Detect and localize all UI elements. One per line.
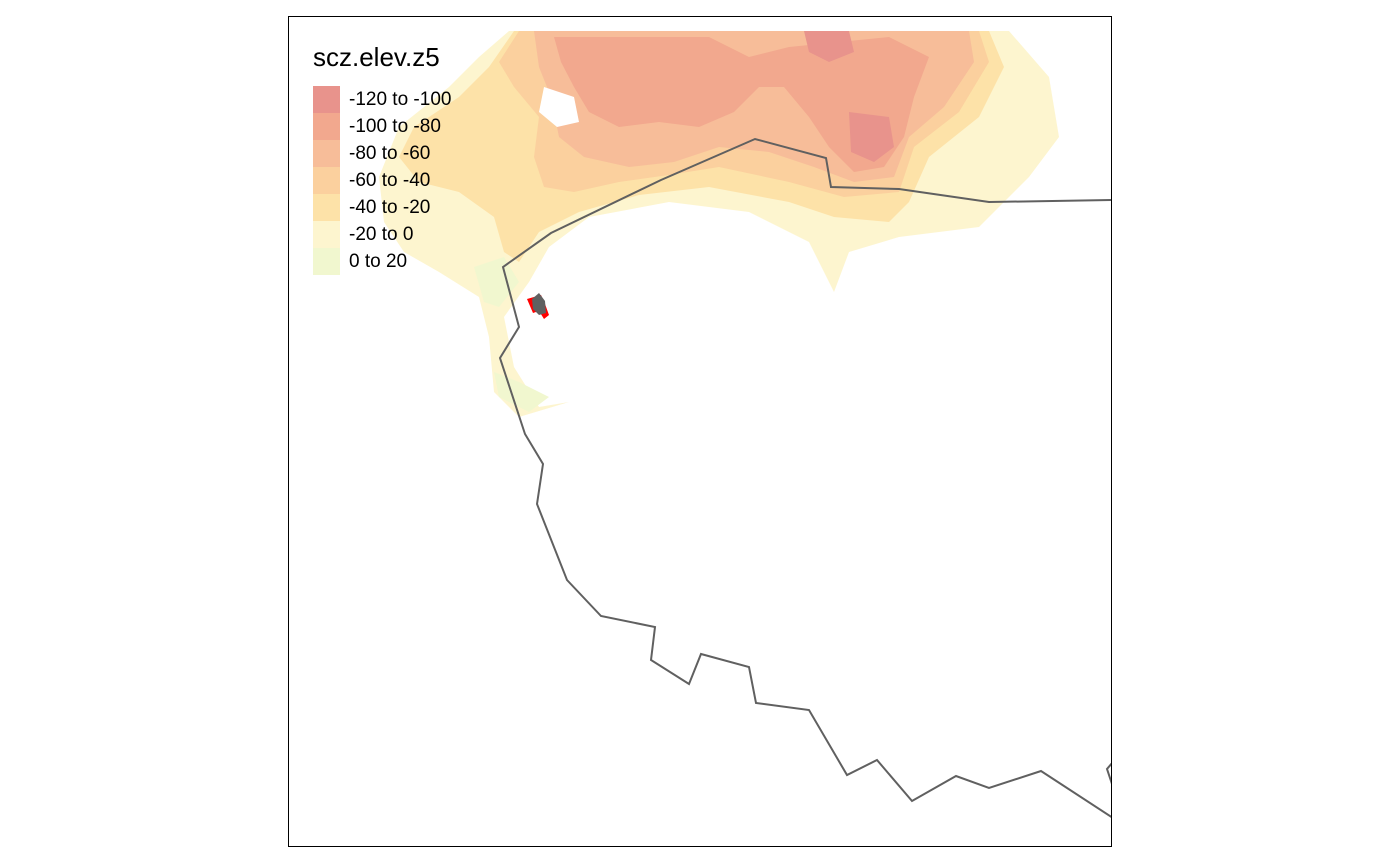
legend-item: -100 to -80 [313, 113, 451, 140]
legend-label: 0 to 20 [349, 251, 408, 272]
legend-label: -20 to 0 [349, 224, 414, 245]
legend-item: -20 to 0 [313, 221, 451, 248]
legend-label: -60 to -40 [349, 170, 431, 191]
elevation-gap [539, 87, 579, 127]
city-feature [527, 293, 549, 319]
legend-label: -120 to -100 [349, 89, 452, 110]
legend-swatch [313, 113, 340, 140]
legend-label: -80 to -60 [349, 143, 431, 164]
map-canvas [379, 31, 1111, 818]
elevation-band-green [474, 257, 549, 412]
city-fill-gray [532, 293, 546, 315]
legend-swatch [313, 86, 340, 113]
country-boundary-east [1105, 762, 1111, 785]
map-panel [288, 16, 1112, 847]
legend-title: scz.elev.z5 [313, 42, 440, 72]
elevation-band-120-100 [804, 31, 894, 162]
elevation-raster [379, 31, 1059, 417]
elevation-band-100-80 [554, 37, 929, 172]
legend-item: -120 to -100 [313, 86, 451, 113]
legend-swatch [313, 167, 340, 194]
legend-label: -40 to -20 [349, 197, 431, 218]
legend-label: -100 to -80 [349, 116, 441, 137]
legend-item: -40 to -20 [313, 194, 451, 221]
legend-item: -80 to -60 [313, 140, 451, 167]
country-boundary [498, 137, 1111, 818]
legend-item: 0 to 20 [313, 248, 451, 275]
legend-swatch [313, 194, 340, 221]
legend: scz.elev.z5 -120 to -100 -100 to -80 -80… [313, 40, 451, 275]
legend-swatch [313, 248, 340, 275]
legend-swatch [313, 221, 340, 248]
legend-item: -60 to -40 [313, 167, 451, 194]
legend-swatch [313, 140, 340, 167]
